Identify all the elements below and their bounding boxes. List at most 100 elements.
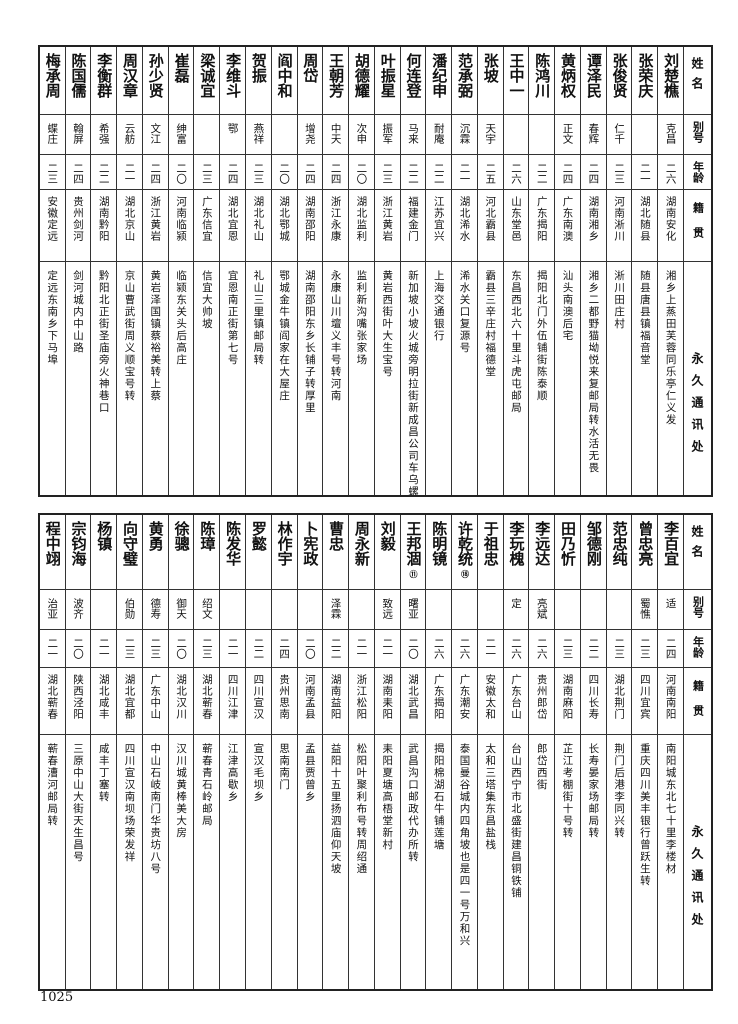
person-address-cell: 揭阳棉湖石牛铺莲塘 bbox=[426, 735, 451, 989]
person-address-cell: 定远东南乡下马埠 bbox=[40, 262, 65, 495]
person-address-cell: 泰国曼谷城内四角坡也是四一号万和兴 bbox=[452, 735, 477, 989]
person-name-cell: 阎中和 bbox=[271, 47, 297, 115]
person-origin-cell: 湖北蕲春 bbox=[194, 668, 220, 735]
person-column: 李百宜适二四 河南南阳 南阳城东北七十里李楼材 bbox=[657, 515, 683, 989]
person-age-cell: 二一 bbox=[374, 630, 400, 668]
person-age-cell: 二四 bbox=[142, 155, 168, 190]
header-column: 姓名 别号 年龄 籍贯 永久通讯处 bbox=[683, 515, 711, 989]
person-address-cell: 信宜大帅坡 bbox=[194, 262, 219, 495]
person-address-cell: 浠水关口复源号 bbox=[452, 262, 477, 495]
person-column: 周汉章 云舫 二一 湖北京山 京山曹武街周义顺宝号转 bbox=[116, 47, 142, 495]
person-origin: 湖北蕲春 bbox=[46, 674, 59, 720]
person-name-cell: 黄勇 bbox=[142, 515, 168, 590]
person-origin-cell: 河北霸县 bbox=[477, 190, 503, 262]
person-address: 上海交通银行 bbox=[432, 270, 445, 342]
person-name: 徐骢 bbox=[172, 521, 191, 551]
person-name-cell: 刘毅 bbox=[374, 515, 400, 590]
header-label-origin: 籍贯 bbox=[691, 202, 705, 252]
person-origin: 湖北监利 bbox=[355, 196, 368, 242]
person-column: 周永新 二一 浙江松阳 松阳叶聚利布号转周绍通 bbox=[348, 515, 374, 989]
person-name-cell: 范承弼 bbox=[452, 47, 477, 115]
person-address-cell: 礼山三里镇邮局转 bbox=[246, 262, 271, 495]
person-age: 二三 bbox=[200, 163, 213, 184]
person-name: 周汉章 bbox=[121, 53, 140, 98]
person-alias-cell: 蜀憔 bbox=[632, 590, 658, 630]
person-column: 陈发华 二一 四川江津 江津高歇乡 bbox=[219, 515, 245, 989]
person-origin: 贵州剑河 bbox=[72, 196, 84, 242]
person-address: 江津高歇乡 bbox=[226, 743, 239, 803]
person-alias-cell bbox=[271, 590, 297, 630]
person-origin: 湖北汉川 bbox=[175, 674, 188, 720]
person-age: 二六 bbox=[664, 163, 677, 184]
person-address: 松阳叶聚利布号转周绍通 bbox=[355, 743, 368, 875]
person-age: 二四 bbox=[561, 163, 574, 184]
person-origin-cell: 湖南麻阳 bbox=[555, 668, 580, 735]
person-name-cell: 陈国儒 bbox=[65, 47, 91, 115]
person-origin-cell: 湖北鄂城 bbox=[271, 190, 297, 262]
person-name-cell: 李百宜 bbox=[658, 515, 683, 590]
person-column: 杨镇 二一 湖北咸丰 咸丰丁塞转 bbox=[90, 515, 117, 989]
person-origin: 湖北礼山 bbox=[252, 196, 265, 242]
person-alias-cell: 伯勋 bbox=[117, 590, 142, 630]
person-name: 宗钧海 bbox=[69, 521, 88, 566]
person-age: 二三 bbox=[561, 638, 574, 659]
person-address-cell: 临颍东关头后高庄 bbox=[169, 262, 194, 495]
person-column: 程中翊 治亚 二一 湖北蕲春 蕲春漕河邮局转 bbox=[39, 515, 65, 989]
person-address: 湘乡上蒸田芙蓉同乐亭仁义发 bbox=[664, 270, 677, 426]
person-origin: 湖北鄂城 bbox=[278, 196, 291, 242]
person-address: 重庆四川美丰银行曾跃生转 bbox=[638, 743, 651, 887]
person-age: 二一 bbox=[381, 638, 394, 659]
person-age: 二六 bbox=[535, 638, 548, 659]
person-column: 何连登 马来 二二 福建金门 新加坡小坡火城旁明拉街新成昌公司车乌螺转 bbox=[399, 47, 426, 495]
header-label-origin: 籍贯 bbox=[691, 680, 705, 730]
person-name-wrap: 王邦涸 ⑪ bbox=[404, 515, 423, 583]
person-address: 芷江考棚街十号转 bbox=[561, 743, 574, 839]
person-column: 王邦涸 ⑪ 曙亚 二〇 湖北武昌 武昌沟口邮政代办所转 bbox=[399, 515, 426, 989]
person-alias: 绅富 bbox=[175, 123, 188, 144]
person-column: 梅承周 蝶庄 二三 安徽定远 定远东南乡下马埠 bbox=[39, 47, 65, 495]
person-name-cell: 张荣庆 bbox=[632, 47, 658, 115]
person-origin: 湖南邵阳 bbox=[303, 196, 316, 242]
header-cell-name: 姓名 bbox=[684, 515, 711, 590]
person-alias: 绍文 bbox=[200, 598, 213, 619]
person-origin-cell: 广东潮安 bbox=[452, 668, 477, 735]
person-origin: 山东堂邑 bbox=[510, 196, 523, 242]
person-name: 何连登 bbox=[404, 53, 423, 98]
person-column: 张坡 天宇 二五 河北霸县 霸县三辛庄村福德堂 bbox=[476, 47, 503, 495]
header-column: 姓名 别号 年龄 籍贯 永久通讯处 bbox=[683, 47, 711, 495]
person-origin: 湖北京山 bbox=[123, 196, 136, 242]
person-column: 陈明镜 二六 广东揭阳 揭阳棉湖石牛铺莲塘 bbox=[425, 515, 452, 989]
header-label-alias: 别号 bbox=[691, 596, 705, 618]
person-alias-cell bbox=[297, 590, 323, 630]
person-age: 二六 bbox=[510, 163, 523, 184]
person-alias-cell: 仁千 bbox=[606, 115, 632, 155]
person-name: 王邦涸 bbox=[404, 521, 423, 566]
person-age-cell: 二三 bbox=[142, 630, 168, 668]
person-name-cell: 曾忠亮 bbox=[632, 515, 658, 590]
person-age: 二〇 bbox=[303, 638, 316, 659]
person-origin-cell: 湖北宜都 bbox=[117, 668, 142, 735]
person-address-cell: 宣汉毛坝乡 bbox=[246, 735, 271, 989]
person-age: 二四 bbox=[303, 163, 316, 184]
person-column: 邹德刚 二二 四川长寿 长寿晏家场邮局转 bbox=[579, 515, 606, 989]
person-name-cell: 程中翊 bbox=[39, 515, 65, 590]
person-age-cell: 二四 bbox=[271, 630, 297, 668]
person-address: 剑河城内中山路 bbox=[72, 270, 84, 354]
person-origin: 湖北宜都 bbox=[123, 674, 136, 720]
person-column: 张荣庆 二一 湖北随县 随县唐县镇福音堂 bbox=[631, 47, 658, 495]
person-alias: 春辉 bbox=[587, 123, 600, 144]
person-column: 林作宇 二四 贵州思南 思南南门 bbox=[270, 515, 297, 989]
person-address-cell: 三原中山大街天生昌号 bbox=[66, 735, 91, 989]
person-name-cell: 张坡 bbox=[477, 47, 503, 115]
person-origin: 广东潮安 bbox=[458, 674, 471, 720]
person-alias-cell: 绍文 bbox=[194, 590, 220, 630]
person-name-cell: 黄炳权 bbox=[555, 47, 580, 115]
person-origin: 河南临颍 bbox=[175, 196, 188, 242]
roster-table-top: 姓名 别号 年龄 籍贯 永久通讯处 刘楚樵 克昌 二六 湖南安化 湘乡上蒸田芙蓉同乐亭仁义发 张荣庆… bbox=[38, 45, 713, 497]
person-address: 台山西宁市北盛街建昌铜铁铺 bbox=[510, 743, 523, 899]
person-alias: 仁千 bbox=[613, 123, 626, 144]
person-name: 于祖忠 bbox=[481, 521, 500, 566]
person-age: 二三 bbox=[123, 638, 136, 659]
person-address-cell: 湖南邵阳东乡长铺子转厚里 bbox=[298, 262, 323, 495]
person-age-cell: 二二 bbox=[91, 155, 117, 190]
